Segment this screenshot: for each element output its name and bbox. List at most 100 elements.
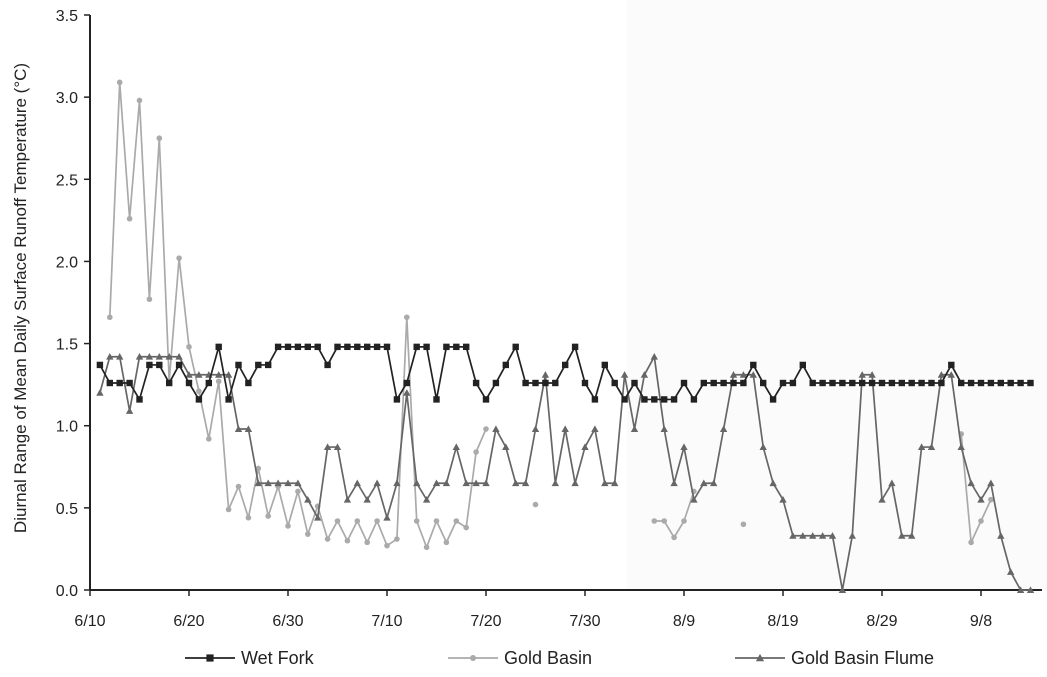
gold-basin-flume-point: [640, 371, 649, 378]
gold-basin-point: [968, 539, 974, 546]
gold-basin-point: [413, 518, 420, 524]
wet-fork-point: [502, 361, 509, 369]
gold-basin-flume-point: [660, 425, 668, 432]
gold-basin-flume-point: [630, 425, 639, 432]
wet-fork-point: [146, 361, 153, 369]
wet-fork-point: [779, 379, 787, 387]
legend-label-gold-basin: Gold Basin: [504, 648, 592, 668]
gold-basin-flume-point: [799, 532, 807, 539]
gold-basin-line: [108, 82, 487, 550]
wet-fork-point: [393, 396, 401, 403]
wet-fork-point: [958, 379, 965, 387]
gold-basin-point: [215, 378, 222, 385]
wet-fork-point: [720, 379, 727, 387]
wet-fork-point: [364, 343, 371, 351]
y-axis-title: Diurnal Range of Mean Daily Surface Runo…: [11, 63, 30, 533]
x-tick-label: 7/20: [470, 613, 501, 630]
wet-fork-point: [700, 379, 707, 387]
gold-basin-flume-point: [383, 514, 391, 521]
wet-fork-point: [492, 379, 500, 387]
gold-basin-flume-point: [304, 495, 312, 503]
y-tick-label: 0.0: [56, 583, 78, 600]
gold-basin-flume-point: [1007, 568, 1015, 575]
wet-fork-point: [453, 343, 460, 351]
x-tick-label: 6/20: [173, 613, 204, 630]
wet-fork-point: [314, 343, 321, 351]
gold-basin-point: [463, 524, 470, 531]
gold-basin-flume-point: [254, 479, 262, 487]
gold-basin-flume-point: [611, 479, 619, 487]
gold-basin-point: [364, 539, 371, 546]
gold-basin-flume-point: [571, 479, 579, 487]
wet-fork-point: [294, 343, 302, 351]
gold-basin-flume-point: [165, 353, 173, 360]
gold-basin-flume-point: [739, 371, 748, 378]
gold-basin-point: [404, 314, 410, 321]
wet-fork-point: [581, 379, 589, 387]
wet-fork-point: [225, 396, 232, 403]
gold-basin-flume-point: [323, 443, 332, 451]
gold-basin-flume-point: [908, 532, 916, 539]
wet-fork-point: [710, 379, 717, 387]
gold-basin-flume-point: [531, 425, 540, 432]
gold-basin-flume-point: [373, 479, 381, 487]
gold-basin-point: [532, 501, 539, 508]
gold-basin-flume-point: [155, 353, 163, 360]
wet-fork-point: [354, 343, 361, 351]
gold-basin-flume-point: [868, 371, 876, 378]
wet-fork-point: [591, 396, 599, 403]
x-tick-label: 8/19: [767, 613, 798, 630]
wet-fork-point: [175, 361, 183, 369]
wet-fork-point: [413, 343, 420, 351]
gold-basin-point: [107, 314, 113, 321]
gold-basin-flume-point: [670, 479, 678, 487]
wet-fork-point: [383, 343, 391, 351]
gold-basin-flume-point: [541, 371, 550, 378]
wet-fork-point: [126, 379, 133, 387]
gold-basin-flume-point: [284, 479, 292, 487]
x-tick-label: 9/8: [970, 613, 992, 630]
gold-basin-point: [255, 465, 262, 472]
gold-basin-point: [136, 97, 143, 104]
gold-basin-flume-point: [888, 479, 896, 487]
gold-basin-flume-point: [620, 371, 629, 378]
wet-fork-point: [215, 343, 222, 351]
gold-basin-point: [196, 388, 202, 395]
gold-basin-flume-point: [1026, 586, 1035, 593]
wet-fork-point: [859, 379, 866, 387]
gold-basin-flume-point: [106, 353, 114, 360]
gold-basin-flume-point: [967, 479, 975, 487]
gold-basin-flume-point: [690, 495, 698, 503]
gold-basin-point: [651, 518, 658, 524]
wet-fork-point: [928, 379, 935, 387]
gold-basin-flume-point: [591, 425, 599, 432]
gold-basin-flume-point: [987, 479, 995, 487]
wet-fork-point: [898, 379, 905, 387]
wet-fork-point: [463, 343, 470, 351]
gold-basin-point: [978, 518, 984, 524]
wet-fork-point: [433, 396, 440, 403]
gold-basin-flume-point: [125, 407, 134, 414]
wet-fork-point: [532, 379, 539, 387]
gold-basin-point: [324, 536, 331, 542]
gold-basin-point: [988, 496, 994, 503]
wet-fork-point: [769, 396, 777, 403]
wet-fork-point: [235, 361, 242, 369]
wet-fork-point: [760, 379, 767, 387]
wet-fork-point: [255, 361, 262, 369]
gold-basin-line: [960, 433, 992, 546]
gold-basin-point: [344, 537, 351, 544]
wet-fork-series: [96, 343, 1034, 403]
gold-basin-flume-point: [224, 371, 233, 378]
legend-marker-wet-fork: [206, 654, 214, 662]
x-tick-label: 7/30: [569, 613, 600, 630]
wet-fork-point: [611, 379, 618, 387]
gold-basin-flume-point: [759, 443, 767, 451]
gold-basin-flume-point: [135, 353, 144, 360]
gold-basin-flume-point: [472, 479, 480, 487]
gold-basin-flume-point: [333, 443, 342, 451]
axes: 0.0 0.5 1.0 1.5 2.0 2.5 3.0 3.5 6/10 6/20 6/30 7/10…: [56, 8, 1042, 630]
gold-basin-point: [126, 215, 133, 222]
